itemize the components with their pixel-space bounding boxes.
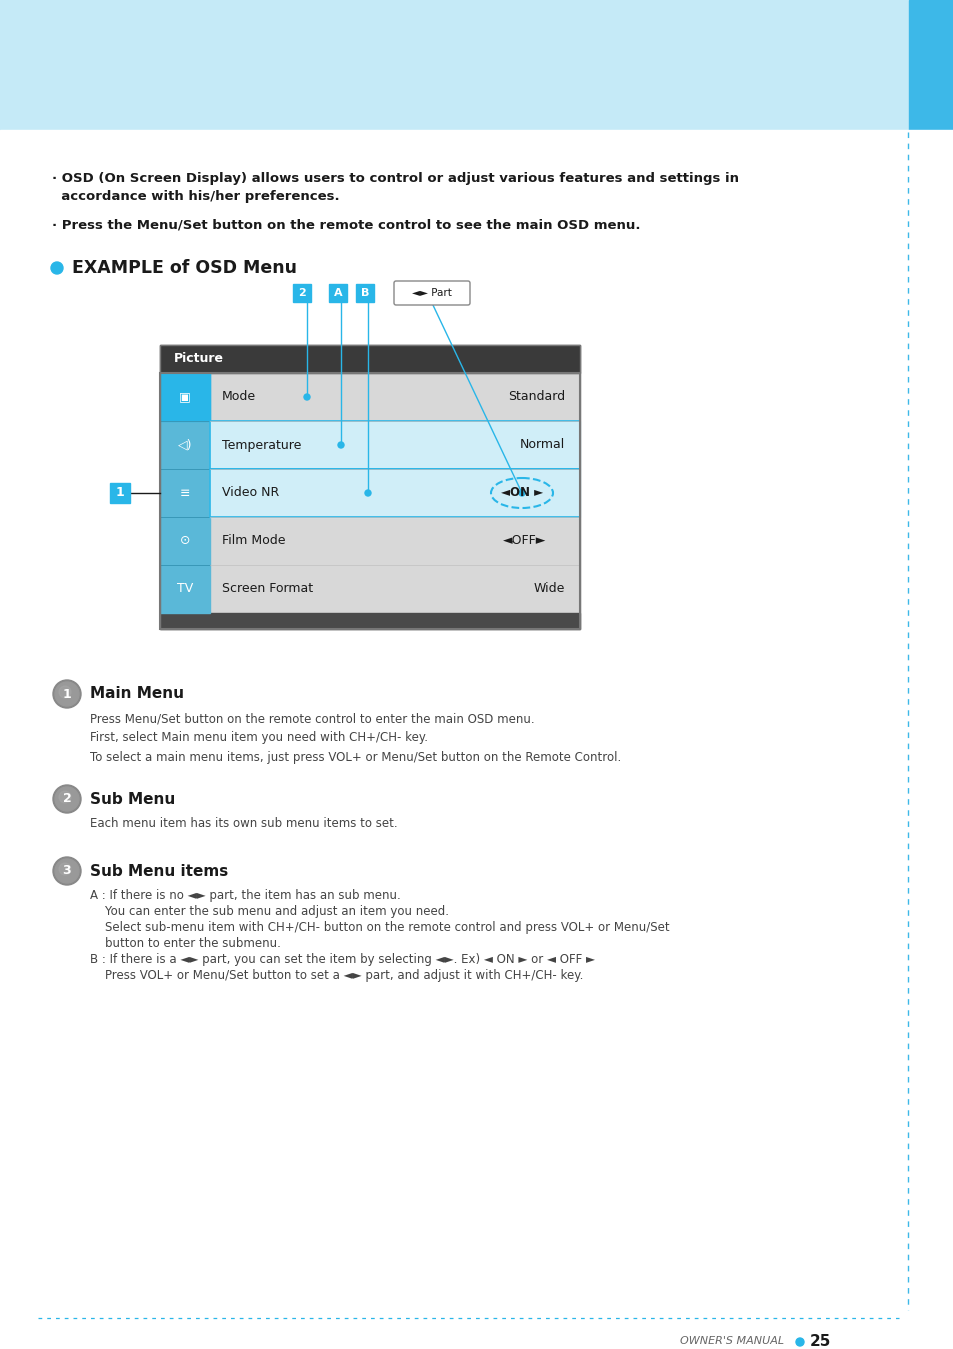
Text: B: B: [360, 287, 369, 298]
Text: Mode: Mode: [222, 390, 255, 403]
Bar: [160, 345, 579, 374]
Circle shape: [53, 785, 81, 813]
Text: Normal: Normal: [519, 438, 564, 452]
Text: ◄ON ►: ◄ON ►: [500, 487, 542, 499]
Text: ▣: ▣: [179, 390, 191, 403]
Bar: [329, 285, 347, 302]
Text: 25: 25: [809, 1334, 830, 1349]
Bar: [210, 421, 579, 469]
Text: A: A: [334, 287, 342, 298]
Text: Each menu item has its own sub menu items to set.: Each menu item has its own sub menu item…: [90, 817, 397, 830]
Text: A : If there is no ◄► part, the item has an sub menu.: A : If there is no ◄► part, the item has…: [90, 889, 400, 902]
Text: Sub Menu: Sub Menu: [90, 792, 175, 807]
Text: button to enter the submenu.: button to enter the submenu.: [90, 938, 280, 950]
Text: Sub Menu items: Sub Menu items: [90, 863, 228, 878]
Text: 2: 2: [297, 287, 306, 298]
Bar: [160, 374, 210, 612]
Circle shape: [304, 394, 310, 401]
Circle shape: [55, 859, 79, 884]
Bar: [160, 374, 210, 421]
Text: Picture: Picture: [173, 352, 224, 366]
Text: Press Menu/Set button on the remote control to enter the main OSD menu.
First, s: Press Menu/Set button on the remote cont…: [90, 712, 620, 764]
Circle shape: [55, 683, 79, 706]
Text: accordance with his/her preferences.: accordance with his/her preferences.: [52, 190, 339, 202]
Bar: [110, 483, 130, 503]
Polygon shape: [314, 347, 336, 371]
Text: Standard: Standard: [507, 390, 564, 403]
Bar: [210, 421, 579, 469]
Text: Wide: Wide: [533, 583, 564, 595]
Text: Temperature: Temperature: [222, 438, 301, 452]
Bar: [160, 612, 579, 629]
Text: TV: TV: [176, 583, 193, 595]
Bar: [210, 469, 579, 517]
Circle shape: [59, 863, 71, 876]
Circle shape: [518, 490, 524, 496]
Text: Video NR: Video NR: [222, 487, 279, 499]
Text: 1: 1: [115, 487, 124, 499]
Circle shape: [59, 791, 71, 803]
Circle shape: [51, 262, 63, 274]
Text: B : If there is a ◄► part, you can set the item by selecting ◄►. Ex) ◄ ON ► or ◄: B : If there is a ◄► part, you can set t…: [90, 952, 595, 966]
Text: Select sub-menu item with CH+/CH- button on the remote control and press VOL+ or: Select sub-menu item with CH+/CH- button…: [90, 921, 669, 934]
Bar: [160, 345, 579, 629]
Text: ◄OFF►: ◄OFF►: [503, 534, 546, 548]
Text: Screen Format: Screen Format: [222, 583, 313, 595]
Circle shape: [365, 490, 371, 496]
Text: ≡: ≡: [179, 487, 190, 499]
Text: You can enter the sub menu and adjust an item you need.: You can enter the sub menu and adjust an…: [90, 905, 449, 919]
Bar: [293, 285, 311, 302]
Text: Main Menu: Main Menu: [90, 687, 184, 701]
Circle shape: [53, 857, 81, 885]
Bar: [160, 374, 579, 629]
Text: ◄► Part: ◄► Part: [412, 287, 452, 298]
Text: · Press the Menu/Set button on the remote control to see the main OSD menu.: · Press the Menu/Set button on the remot…: [52, 219, 639, 231]
Text: EXAMPLE of OSD Menu: EXAMPLE of OSD Menu: [71, 259, 296, 277]
Circle shape: [55, 786, 79, 811]
Text: 1: 1: [63, 688, 71, 700]
Bar: [355, 285, 374, 302]
Text: ◁): ◁): [177, 438, 193, 452]
Text: 2: 2: [63, 792, 71, 805]
Bar: [0, 0, 908, 130]
Text: OWNER'S MANUAL: OWNER'S MANUAL: [679, 1336, 783, 1346]
Circle shape: [337, 442, 344, 448]
Bar: [908, 0, 953, 130]
Circle shape: [53, 680, 81, 708]
Text: 3: 3: [63, 865, 71, 877]
Bar: [210, 469, 579, 517]
Text: · OSD (On Screen Display) allows users to control or adjust various features and: · OSD (On Screen Display) allows users t…: [52, 173, 739, 185]
Text: Press VOL+ or Menu/Set button to set a ◄► part, and adjust it with CH+/CH- key.: Press VOL+ or Menu/Set button to set a ◄…: [90, 969, 583, 982]
Text: ⊙: ⊙: [179, 534, 190, 548]
Circle shape: [795, 1338, 803, 1346]
FancyBboxPatch shape: [394, 281, 470, 305]
Text: Film Mode: Film Mode: [222, 534, 285, 548]
Circle shape: [59, 687, 71, 697]
Bar: [160, 374, 579, 612]
